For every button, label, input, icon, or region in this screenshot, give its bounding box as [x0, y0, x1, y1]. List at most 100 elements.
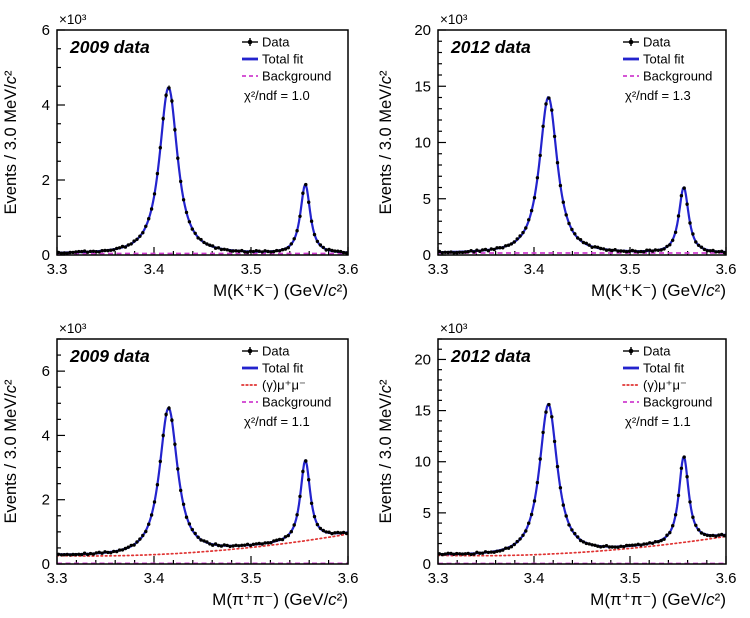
fit-curves — [438, 96, 726, 255]
x-tick-label: 3.3 — [47, 261, 68, 278]
y-axis-title: Events / 3.0 MeV/c² — [2, 379, 20, 523]
y-tick-label: 6 — [42, 363, 50, 380]
y-tick-label: 0 — [423, 556, 431, 573]
plot-frame — [56, 29, 349, 256]
y-tick-label: 10 — [414, 454, 431, 471]
y-tick-label: 0 — [423, 247, 431, 264]
legend-item-total: Total fit — [623, 361, 685, 376]
y-tick-label: 2 — [42, 172, 50, 189]
panel-bottom-left: 3.3 3.4 3.5 3.6 0 2 4 6 ×10³ M(π⁺π⁻) (GeV/c²) Even… — [2, 321, 359, 609]
y-tick-label: 0 — [42, 247, 50, 264]
dataset-label: 2012 data — [450, 37, 531, 57]
legend-item-data: Data — [242, 35, 290, 50]
legend-label: Data — [262, 35, 290, 50]
legend-label: Background — [262, 69, 331, 84]
data-points — [57, 85, 348, 255]
x-axis-title: M(π⁺π⁻) (GeV/c²) — [590, 590, 726, 609]
x-tick-label: 3.3 — [428, 261, 449, 278]
chi2-ndf-label: χ²/ndf = 1.1 — [244, 414, 310, 429]
legend-label: Background — [262, 395, 331, 410]
x-tick-label: 3.4 — [144, 570, 165, 587]
legend-label: Data — [643, 35, 671, 50]
y-tick-label: 2 — [42, 492, 50, 509]
legend-item-muon: (γ)μ⁺μ⁻ — [241, 378, 306, 393]
legend-item-data: Data — [242, 344, 290, 359]
legend-item-data: Data — [623, 344, 671, 359]
x-axis-title: M(K⁺K⁻) (GeV/c²) — [591, 281, 726, 300]
legend-label: Data — [643, 344, 671, 359]
legend: Data Total fit Background χ²/ndf = 1.0 — [242, 35, 331, 103]
y-axis-title: Events / 3.0 MeV/c² — [377, 379, 395, 523]
x-axis-title: M(K⁺K⁻) (GeV/c²) — [213, 281, 348, 300]
legend-label: Total fit — [643, 52, 685, 67]
legend-item-background: Background — [623, 395, 712, 410]
muon-curve — [438, 535, 726, 557]
y-axis-title: Events / 3.0 MeV/c² — [377, 70, 395, 214]
y-tick-label: 15 — [414, 78, 431, 95]
legend-label: Total fit — [262, 52, 304, 67]
legend-label: Background — [643, 395, 712, 410]
fit-curves — [57, 85, 348, 255]
muon-curve — [57, 533, 348, 557]
dataset-label: 2009 data — [69, 37, 150, 57]
y-scale-exponent: ×10³ — [440, 12, 468, 27]
x-tick-label: 3.5 — [241, 261, 262, 278]
legend: Data Total fit (γ)μ⁺μ⁻ Background χ²/ndf = 1… — [622, 344, 712, 429]
plot-frame — [437, 29, 727, 256]
x-tick-label: 3.3 — [47, 570, 68, 587]
y-axis-title: Events / 3.0 MeV/c² — [2, 70, 20, 214]
legend-item-total: Total fit — [623, 52, 685, 67]
y-tick-label: 4 — [42, 427, 50, 444]
y-tick-label: 10 — [414, 135, 431, 152]
chi2-ndf-label: χ²/ndf = 1.1 — [625, 414, 691, 429]
data-points — [57, 405, 348, 557]
panel-top-left: 3.3 3.4 3.5 3.6 0 2 4 6 ×10³ M(K⁺K⁻) (GeV/c²) Even… — [2, 12, 359, 300]
x-tick-label: 3.6 — [338, 261, 359, 278]
panel-bottom-right: 3.3 3.4 3.5 3.6 0 5 10 15 20 ×10³ M(π⁺π⁻) (GeV/c²)… — [377, 321, 737, 609]
total-fit-curve — [438, 96, 726, 254]
x-tick-label: 3.3 — [428, 570, 449, 587]
data-points — [438, 402, 726, 557]
x-tick-label: 3.4 — [524, 570, 545, 587]
y-tick-label: 5 — [423, 505, 431, 522]
total-fit-curve — [57, 86, 348, 254]
y-tick-label: 6 — [42, 22, 50, 39]
axis-ticks — [56, 338, 349, 565]
x-tick-label: 3.6 — [338, 570, 359, 587]
x-tick-label: 3.5 — [620, 570, 641, 587]
y-tick-label: 4 — [42, 97, 50, 114]
legend-item-data: Data — [623, 35, 671, 50]
x-axis-title: M(π⁺π⁻) (GeV/c²) — [212, 590, 348, 609]
x-tick-label: 3.5 — [241, 570, 262, 587]
chi2-ndf-label: χ²/ndf = 1.3 — [625, 88, 691, 103]
y-tick-label: 20 — [414, 351, 431, 368]
legend-label: (γ)μ⁺μ⁻ — [262, 378, 306, 393]
axis-ticks — [56, 29, 349, 256]
chi2-ndf-label: χ²/ndf = 1.0 — [244, 88, 310, 103]
total-fit-curve — [57, 407, 348, 556]
plot-frame — [437, 338, 727, 565]
x-tick-label: 3.4 — [144, 261, 165, 278]
y-scale-exponent: ×10³ — [59, 321, 87, 336]
plot-frame — [56, 338, 349, 565]
legend-item-muon: (γ)μ⁺μ⁻ — [622, 378, 687, 393]
y-scale-exponent: ×10³ — [440, 321, 468, 336]
legend-item-background: Background — [242, 395, 331, 410]
legend-label: Data — [262, 344, 290, 359]
legend-item-total: Total fit — [242, 361, 304, 376]
y-tick-label: 0 — [42, 556, 50, 573]
legend-label: (γ)μ⁺μ⁻ — [643, 378, 687, 393]
legend: Data Total fit (γ)μ⁺μ⁻ Background χ²/ndf = 1… — [241, 344, 331, 429]
y-tick-label: 15 — [414, 403, 431, 420]
fit-curves — [57, 405, 348, 564]
x-tick-label: 3.5 — [620, 261, 641, 278]
legend-label: Total fit — [643, 361, 685, 376]
x-tick-label: 3.6 — [716, 570, 737, 587]
x-tick-label: 3.6 — [716, 261, 737, 278]
dataset-label: 2012 data — [450, 346, 531, 366]
legend-item-background: Background — [623, 69, 712, 84]
legend: Data Total fit Background χ²/ndf = 1.3 — [623, 35, 712, 103]
legend-label: Total fit — [262, 361, 304, 376]
x-tick-label: 3.4 — [524, 261, 545, 278]
